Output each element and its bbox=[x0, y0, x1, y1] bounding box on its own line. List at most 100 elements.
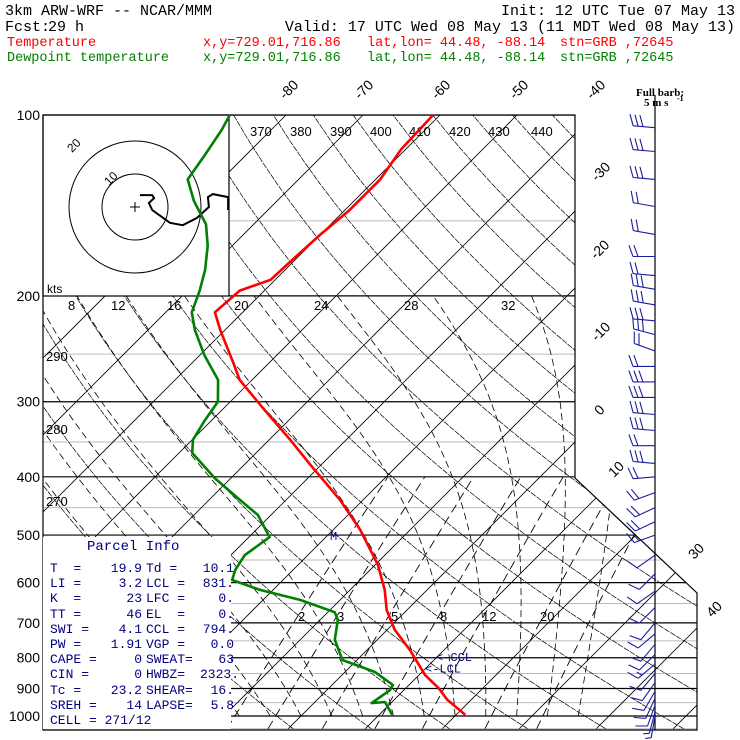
parcel-param-value: 5.8 bbox=[210, 697, 234, 713]
hodograph-ring-20 bbox=[68, 140, 202, 274]
wind-barb bbox=[645, 715, 656, 740]
parcel-param-label: VGP = bbox=[146, 636, 186, 652]
parcel-param-label: SHEAR= bbox=[146, 682, 193, 698]
dry-adiabat-label: 380 bbox=[290, 124, 312, 139]
parcel-info-row: K = 23 LFC = 0. bbox=[50, 591, 238, 606]
profiles bbox=[186, 115, 467, 716]
wind-barb bbox=[630, 218, 656, 235]
wind-barb bbox=[630, 289, 656, 306]
barb-legend-superscript: -1 bbox=[677, 94, 684, 103]
barb-legend-line1: Full barb: bbox=[636, 87, 684, 99]
pressure-tick-label: 1000 bbox=[9, 708, 40, 724]
dry-adiabat-line bbox=[113, 115, 697, 730]
hodograph-center-cross bbox=[130, 202, 140, 212]
wind-barb bbox=[628, 385, 655, 398]
wind-barb bbox=[626, 520, 656, 532]
mixing-ratio-line bbox=[484, 476, 620, 729]
isotherm-line bbox=[43, 115, 364, 729]
parcel-param-value: 794. bbox=[202, 621, 234, 637]
isotherm-line bbox=[211, 115, 697, 729]
wind-barb bbox=[628, 354, 655, 367]
parcel-param-value: 3.2 bbox=[118, 576, 142, 592]
isotherm-label: -60 bbox=[428, 76, 454, 102]
wind-barbs bbox=[626, 95, 656, 740]
isotherm-line bbox=[43, 115, 441, 729]
parcel-info-row: CAPE = 0 SWEAT= 63 bbox=[50, 652, 238, 667]
parcel-param-value: 2323. bbox=[200, 667, 240, 683]
parcel-param-label: CELL = 271/12 bbox=[50, 712, 152, 728]
dry-adiabat-label: 290 bbox=[46, 349, 68, 364]
moist-adiabat-label: 32 bbox=[501, 298, 515, 313]
dry-adiabat-label: 270 bbox=[46, 494, 68, 509]
wind-barb bbox=[628, 370, 655, 383]
parcel-param-label: K = bbox=[50, 591, 82, 607]
moist-adiabat-line bbox=[577, 295, 622, 717]
parcel-info-row: Tc = 23.2 SHEAR= 16. bbox=[50, 683, 238, 698]
parcel-param-label: Tc = bbox=[50, 682, 82, 698]
moist-adiabat-label: 28 bbox=[404, 298, 418, 313]
isotherm-label: -50 bbox=[506, 76, 532, 102]
moist-adiabat-line bbox=[184, 295, 425, 717]
wind-barb bbox=[629, 165, 656, 180]
parcel-param-value: 0 bbox=[134, 667, 142, 683]
parcel-info-row: LI = 3.2 LCL = 831. bbox=[50, 576, 238, 591]
parcel-param-label: TT = bbox=[50, 606, 82, 622]
parcel-param-value: 1.91 bbox=[110, 636, 142, 652]
parcel-info-row: TT = 46 EL = 0. bbox=[50, 607, 238, 622]
dewpoint-profile-line bbox=[186, 115, 395, 716]
forecast-hour: 29 h bbox=[48, 19, 85, 36]
isotherm-line bbox=[596, 115, 697, 729]
dry-adiabat-line bbox=[153, 115, 697, 730]
isotherm-label: -70 bbox=[351, 76, 377, 102]
dry-adiabat-line bbox=[552, 115, 697, 730]
parcel-param-label: CIN = bbox=[50, 667, 90, 683]
parcel-param-label: SWEAT= bbox=[146, 652, 193, 668]
wind-barb bbox=[627, 663, 656, 679]
dry-adiabat-line bbox=[313, 115, 697, 730]
wind-barb bbox=[630, 190, 656, 208]
parcel-param-value: 16. bbox=[210, 682, 234, 698]
parcel-param-label: LCL = bbox=[146, 576, 186, 592]
legend-dewpoint-station: stn=GRB ,72645 bbox=[560, 51, 674, 66]
mixing-ratio-line bbox=[422, 476, 564, 729]
parcel-param-value: 0. bbox=[218, 591, 234, 607]
parcel-info-row: SWI = 4.1 CCL = 794. bbox=[50, 622, 238, 637]
mixing-ratio-label: 8 bbox=[440, 609, 447, 624]
dry-adiabat-line bbox=[512, 115, 697, 730]
isotherm-label: -10 bbox=[588, 318, 614, 344]
wind-barb bbox=[632, 691, 656, 711]
mixing-ratio-line bbox=[374, 476, 522, 729]
moist-adiabat-label: 8 bbox=[68, 298, 75, 313]
dry-adiabat-line bbox=[193, 115, 697, 730]
parcel-param-label: T = bbox=[50, 561, 82, 576]
legend-temperature-latlon: lat,lon= 44.48, -88.14 bbox=[367, 36, 546, 51]
parcel-param-label: LFC = bbox=[146, 591, 186, 607]
wind-barb bbox=[629, 673, 656, 691]
isotherm-line bbox=[519, 115, 697, 729]
plot-frame bbox=[42, 114, 698, 731]
wind-barb bbox=[629, 622, 656, 641]
parcel-info-row: SREH = 14 LAPSE= 5.8 bbox=[50, 698, 238, 713]
parcel-param-value: 10.1 bbox=[202, 561, 234, 576]
temperature-profile-line bbox=[213, 115, 467, 716]
legend-dewpoint-latlon: lat,lon= 44.48, -88.14 bbox=[367, 51, 546, 66]
mixing-ratio-line bbox=[267, 476, 426, 729]
wind-barb bbox=[627, 467, 656, 480]
parcel-param-label: SWI = bbox=[50, 621, 90, 637]
wind-barb bbox=[633, 698, 656, 719]
legend-temperature-xy: x,y=729.01,716.86 bbox=[203, 36, 341, 51]
parcel-param-label: LAPSE= bbox=[146, 697, 193, 713]
parcel-param-label: CCL = bbox=[146, 621, 186, 637]
mixing-ratio-label: 5 bbox=[391, 609, 398, 624]
dry-adiabat-line bbox=[273, 115, 697, 730]
isotherm-label: 40 bbox=[703, 598, 725, 620]
parcel-param-value: 23.2 bbox=[110, 682, 142, 698]
legend-dewpoint-xy: x,y=729.01,716.86 bbox=[203, 51, 341, 66]
isotherm-label: -20 bbox=[587, 236, 613, 262]
parcel-param-label: LI = bbox=[50, 576, 82, 592]
isotherm-label: -80 bbox=[276, 76, 302, 102]
wind-barb bbox=[629, 416, 656, 432]
moist-adiabat-label: 16 bbox=[167, 298, 181, 313]
